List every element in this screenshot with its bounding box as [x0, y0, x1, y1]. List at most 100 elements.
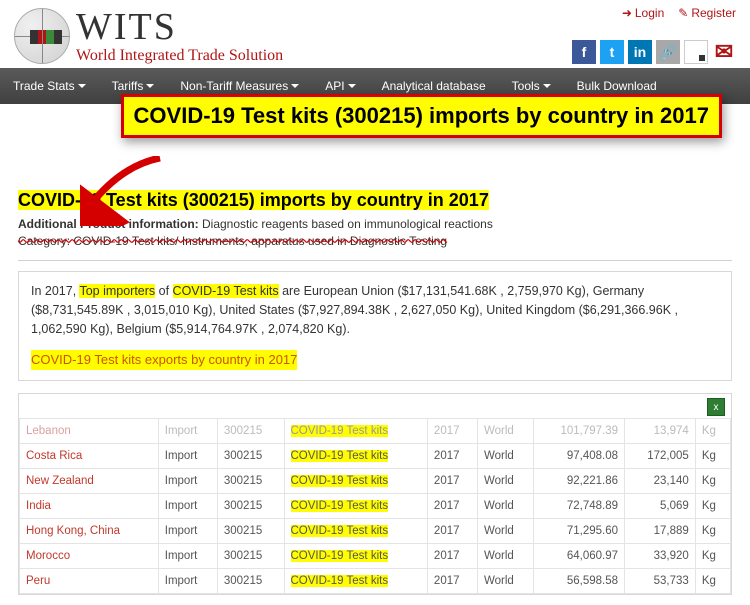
country-link[interactable]: Lebanon: [26, 425, 71, 437]
country-link[interactable]: Peru: [26, 575, 50, 587]
cell-country: Costa Rica: [20, 444, 159, 469]
table-row: IndiaImport300215COVID-19 Test kits2017W…: [20, 494, 731, 519]
chevron-down-icon: [146, 84, 154, 88]
login-link[interactable]: ➜Login: [622, 6, 664, 20]
cell-code: 300215: [217, 494, 284, 519]
cell-code: 300215: [217, 569, 284, 594]
cell-product: COVID-19 Test kits: [284, 544, 427, 569]
cell-value: 97,408.08: [533, 444, 625, 469]
cell-flow: Import: [158, 519, 217, 544]
cell-value: 92,221.86: [533, 469, 625, 494]
logo[interactable]: WITS World Integrated Trade Solution: [14, 8, 283, 64]
cell-unit: Kg: [695, 444, 730, 469]
cell-qty: 53,733: [625, 569, 696, 594]
cell-product: COVID-19 Test kits: [284, 419, 427, 444]
nav-trade-stats[interactable]: Trade Stats: [0, 68, 99, 104]
cell-unit: Kg: [695, 519, 730, 544]
cell-product: COVID-19 Test kits: [284, 494, 427, 519]
globe-icon: [14, 8, 70, 64]
facebook-icon[interactable]: f: [572, 40, 596, 64]
logo-text-large: WITS: [76, 8, 283, 46]
email-icon[interactable]: ✉: [712, 40, 736, 64]
cell-qty: 23,140: [625, 469, 696, 494]
data-table-wrap: x LebanonImport300215COVID-19 Test kits2…: [18, 393, 732, 595]
login-icon: ➜: [622, 6, 632, 20]
reddit-icon[interactable]: 🔗: [656, 40, 680, 64]
cell-code: 300215: [217, 444, 284, 469]
register-link[interactable]: ✎Register: [678, 6, 736, 20]
cell-qty: 5,069: [625, 494, 696, 519]
excel-export-icon[interactable]: x: [707, 398, 725, 416]
cell-country: Peru: [20, 569, 159, 594]
cell-country: Hong Kong, China: [20, 519, 159, 544]
cell-product: COVID-19 Test kits: [284, 469, 427, 494]
cell-qty: 13,974: [625, 419, 696, 444]
register-icon: ✎: [678, 6, 688, 20]
twitter-icon[interactable]: t: [600, 40, 624, 64]
country-link[interactable]: Costa Rica: [26, 450, 82, 462]
cell-qty: 17,889: [625, 519, 696, 544]
cell-unit: Kg: [695, 419, 730, 444]
cell-code: 300215: [217, 519, 284, 544]
country-link[interactable]: Morocco: [26, 550, 70, 562]
chevron-down-icon: [78, 84, 86, 88]
cell-partner: World: [477, 544, 533, 569]
cell-partner: World: [477, 494, 533, 519]
table-row: Costa Rica Import300215COVID-19 Test kits…: [20, 444, 731, 469]
cell-product: COVID-19 Test kits: [284, 569, 427, 594]
cell-country: India: [20, 494, 159, 519]
cell-unit: Kg: [695, 569, 730, 594]
category-line: Category: COVID-19 Test kits/ Instrument…: [18, 234, 732, 248]
cell-code: 300215: [217, 469, 284, 494]
chevron-down-icon: [348, 84, 356, 88]
cell-flow: Import: [158, 444, 217, 469]
cell-year: 2017: [427, 544, 477, 569]
cell-flow: Import: [158, 419, 217, 444]
cell-year: 2017: [427, 519, 477, 544]
cell-year: 2017: [427, 419, 477, 444]
imports-table: LebanonImport300215COVID-19 Test kits201…: [19, 418, 731, 594]
cell-partner: World: [477, 469, 533, 494]
cell-value: 71,295.60: [533, 519, 625, 544]
country-link[interactable]: India: [26, 500, 51, 512]
chevron-down-icon: [543, 84, 551, 88]
cell-partner: World: [477, 519, 533, 544]
cell-partner: World: [477, 569, 533, 594]
delicious-icon[interactable]: [684, 40, 708, 64]
summary-text: In 2017, Top importers of COVID-19 Test …: [31, 282, 719, 338]
annotation-arrow-icon: [80, 156, 170, 226]
cell-qty: 33,920: [625, 544, 696, 569]
cell-unit: Kg: [695, 544, 730, 569]
cell-value: 101,797.39: [533, 419, 625, 444]
country-link[interactable]: Hong Kong, China: [26, 525, 120, 537]
cell-value: 64,060.97: [533, 544, 625, 569]
social-icons: f t in 🔗 ✉: [572, 40, 736, 64]
cell-flow: Import: [158, 569, 217, 594]
cell-country: Lebanon: [20, 419, 159, 444]
cell-flow: Import: [158, 544, 217, 569]
cell-country: New Zealand: [20, 469, 159, 494]
separator: [18, 260, 732, 261]
country-link[interactable]: New Zealand: [26, 475, 94, 487]
linkedin-icon[interactable]: in: [628, 40, 652, 64]
cell-partner: World: [477, 444, 533, 469]
table-row: Lebanon Import300215COVID-19 Test kits201…: [20, 419, 731, 444]
cell-partner: World: [477, 419, 533, 444]
cell-country: Morocco: [20, 544, 159, 569]
cell-value: 56,598.58: [533, 569, 625, 594]
cell-year: 2017: [427, 444, 477, 469]
table-row: Morocco Import300215COVID-19 Test kits201…: [20, 544, 731, 569]
cell-year: 2017: [427, 569, 477, 594]
cell-unit: Kg: [695, 469, 730, 494]
top-links: ➜Login ✎Register: [622, 6, 736, 20]
exports-link[interactable]: COVID-19 Test kits exports by country in…: [31, 350, 297, 370]
cell-code: 300215: [217, 419, 284, 444]
cell-flow: Import: [158, 469, 217, 494]
logo-text-sub: World Integrated Trade Solution: [76, 48, 283, 64]
cell-qty: 172,005: [625, 444, 696, 469]
cell-value: 72,748.89: [533, 494, 625, 519]
cell-code: 300215: [217, 544, 284, 569]
cell-flow: Import: [158, 494, 217, 519]
table-row: Peru Import300215COVID-19 Test kits2017Wo…: [20, 569, 731, 594]
cell-product: COVID-19 Test kits: [284, 444, 427, 469]
